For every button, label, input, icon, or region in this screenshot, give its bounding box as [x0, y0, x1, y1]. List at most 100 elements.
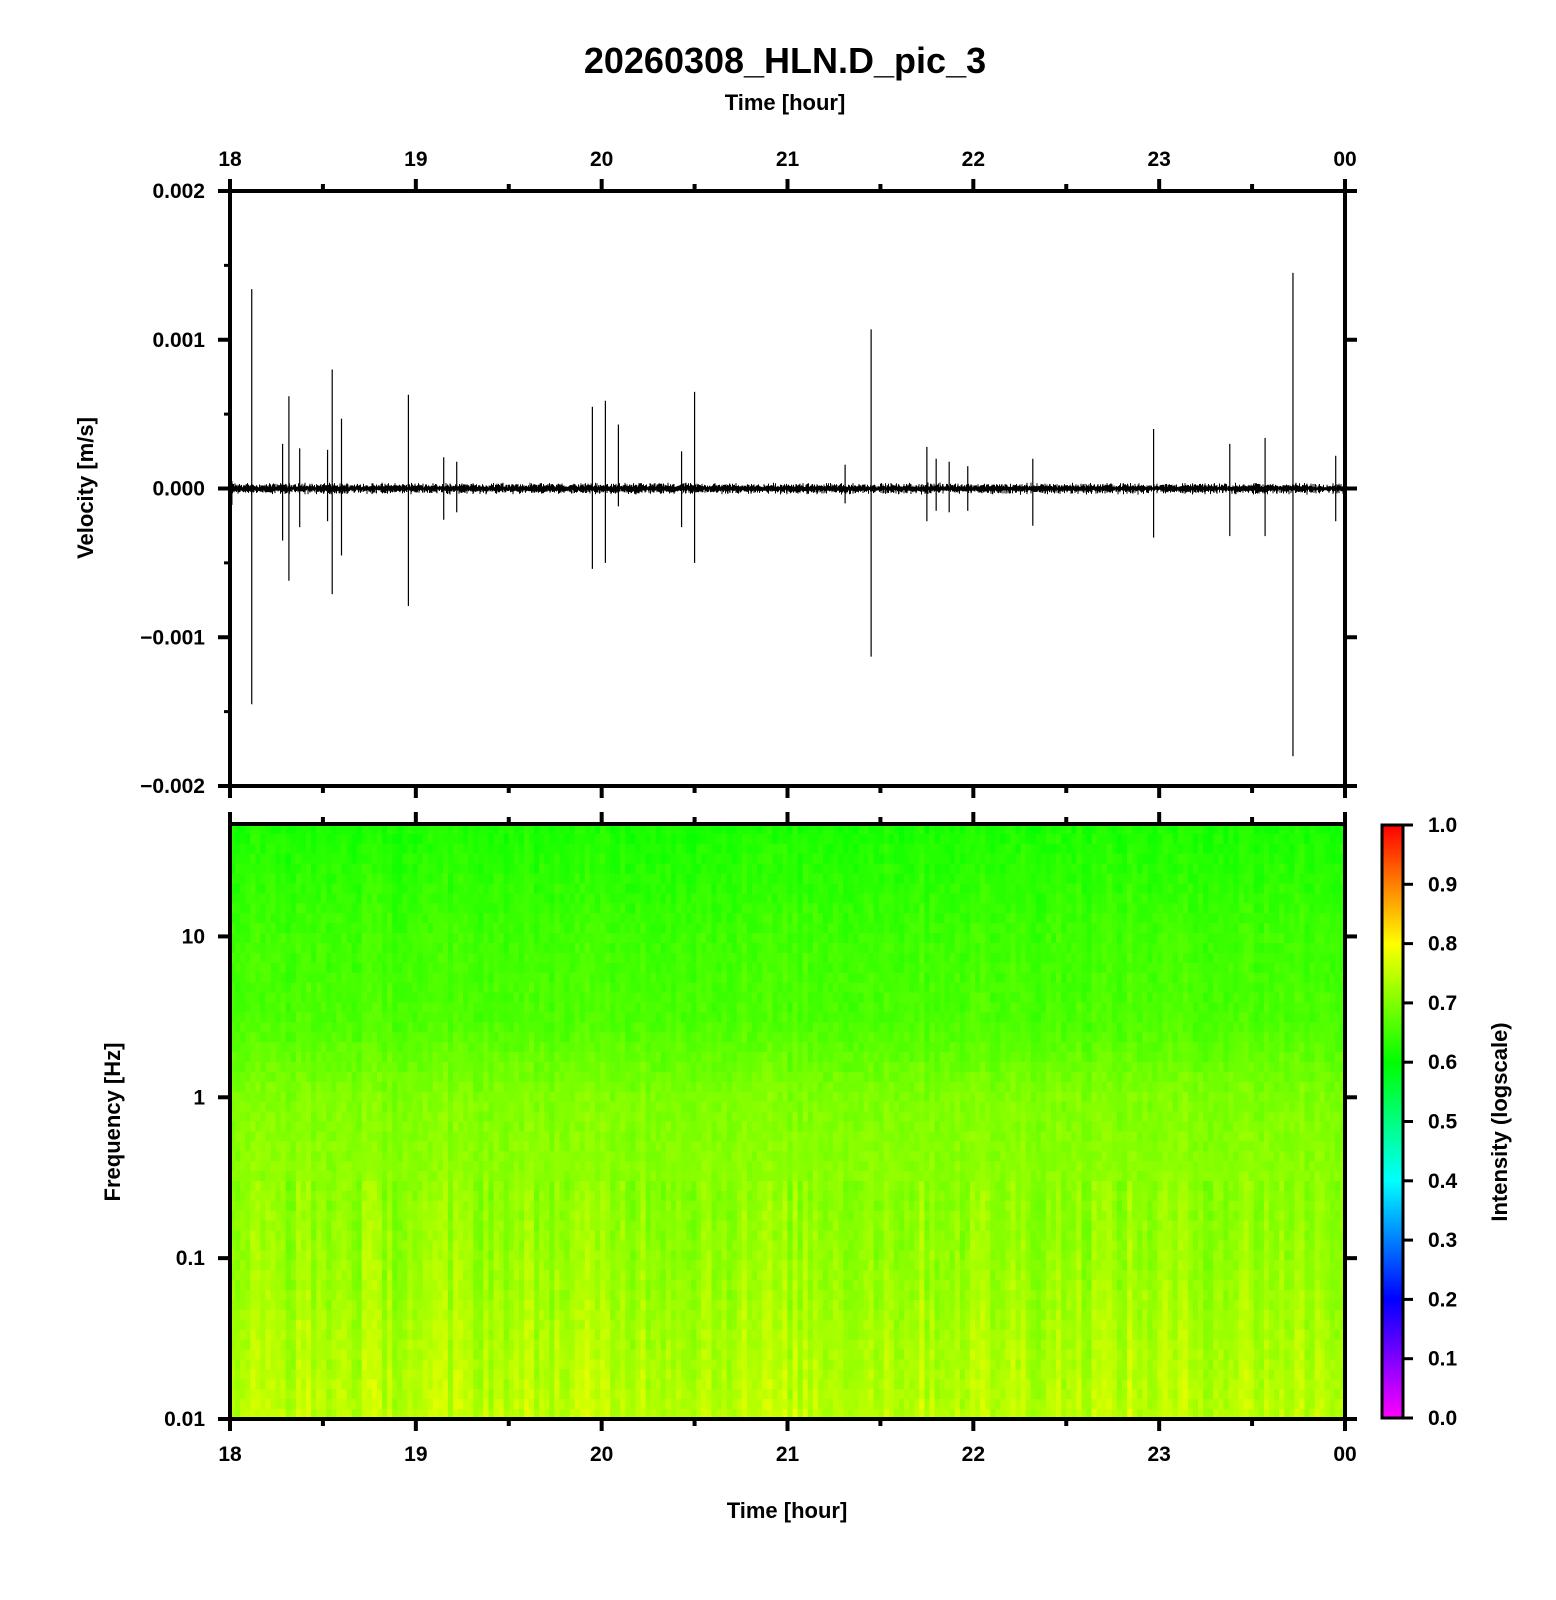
spectrogram-cell: [1334, 903, 1341, 914]
spectrogram-cell: [975, 824, 981, 835]
spectrogram-cell: [959, 992, 966, 1004]
spectrogram-cell: [873, 903, 880, 914]
spectrogram-cell: [1248, 903, 1255, 914]
spectrogram-cell: [1198, 943, 1204, 954]
spectrogram-cell: [255, 883, 262, 895]
spectrogram-cell: [295, 1002, 302, 1014]
spectrogram-cell: [1040, 853, 1047, 865]
spectrogram-cell: [726, 873, 733, 885]
spectrogram-cell: [503, 1042, 510, 1053]
spectrogram-cell: [1142, 972, 1148, 984]
spectrogram-cell: [625, 913, 631, 924]
spectrogram-cell: [331, 992, 338, 1004]
spectrogram-cell: [1314, 992, 1321, 1004]
spectrogram-cell: [686, 982, 692, 994]
spectrogram-cell: [691, 952, 697, 964]
spectrogram-cell: [944, 873, 951, 885]
spectrogram-cell: [392, 982, 398, 994]
spectrogram-cell: [706, 893, 713, 904]
spectrogram-cell: [1111, 1002, 1118, 1014]
spectrogram-cell: [270, 1022, 277, 1033]
spectrogram-cell: [442, 913, 449, 924]
spectrogram-cell: [574, 1002, 581, 1014]
spectrogram-cell: [1339, 843, 1346, 855]
spectrogram-cell: [640, 853, 647, 865]
spectrogram-cell: [397, 992, 403, 1004]
spectrogram-cell: [848, 1032, 854, 1043]
spectrogram-cell: [620, 982, 626, 994]
spectrogram-cell: [812, 843, 819, 855]
spectrogram-cell: [645, 1022, 652, 1033]
spectrogram-cell: [949, 863, 956, 875]
spectrogram-cell: [853, 843, 860, 855]
spectrogram-cell: [762, 824, 768, 835]
spectrogram-cell: [579, 863, 586, 875]
spectrogram-cell: [432, 992, 439, 1004]
spectrogram-cell: [899, 1022, 905, 1033]
spectrogram-cell: [265, 962, 272, 974]
spectrogram-cell: [503, 992, 510, 1004]
spectrogram-cell: [442, 962, 449, 974]
spectrogram-cell: [939, 923, 946, 934]
spectrogram-cell: [1304, 913, 1311, 924]
spectrogram-cell: [691, 923, 697, 934]
spectrogram-cell: [878, 962, 885, 974]
spectrogram-cell: [873, 853, 880, 865]
spectrogram-cell: [275, 893, 282, 904]
spectrogram-cell: [549, 943, 555, 954]
spectrogram-cell: [270, 1032, 277, 1043]
spectrogram-cell: [508, 1042, 515, 1053]
spectrogram-cell: [721, 833, 728, 845]
spectrogram-cell: [914, 833, 920, 845]
spectrogram-cell: [250, 863, 256, 875]
spectrogram-cell: [726, 883, 733, 895]
spectrogram-cell: [478, 1022, 485, 1033]
spectrogram-cell: [503, 923, 510, 934]
spectrogram-cell: [422, 903, 429, 914]
spectrogram-cell: [828, 843, 834, 855]
spectrogram-cell: [635, 972, 642, 984]
spectrogram-cell: [488, 952, 495, 964]
spectrogram-cell: [346, 972, 353, 984]
spectrogram-cell: [1035, 883, 1042, 895]
spectrogram-cell: [625, 943, 631, 954]
spectrogram-cell: [1172, 1002, 1179, 1014]
spectrogram-cell: [1198, 952, 1204, 964]
spectrogram-cell: [1223, 913, 1230, 924]
spectrogram-cell: [1218, 982, 1224, 994]
spectrogram-cell: [640, 883, 647, 895]
spectrogram-cell: [336, 863, 343, 875]
spectrogram-cell: [306, 913, 312, 924]
spectrogram-cell: [1061, 962, 1067, 974]
spectrogram-cell: [1122, 933, 1128, 944]
spectrogram-cell: [1137, 1012, 1143, 1023]
spectrogram-cell: [290, 982, 297, 994]
spectrogram-cell: [1248, 923, 1255, 934]
spectrogram-cell: [660, 982, 667, 994]
spectrogram-cell: [290, 972, 297, 984]
spectrogram-cell: [290, 833, 297, 845]
spectrogram-cell: [1081, 873, 1088, 885]
spectrogram-cell: [620, 853, 626, 865]
spectrogram-cell: [488, 992, 495, 1004]
spectrogram-cell: [1274, 992, 1280, 1004]
spectrogram-cell: [1000, 863, 1007, 875]
spectrogram-cell: [1213, 863, 1219, 875]
spectrogram-cell: [1051, 972, 1057, 984]
spectrogram-cell: [782, 962, 789, 974]
spectrogram-cell: [1101, 962, 1108, 974]
spectrogram-cell: [635, 843, 642, 855]
spectrogram-cell: [929, 853, 936, 865]
spectrogram-cell: [691, 843, 697, 855]
spectrogram-cell: [1056, 903, 1062, 914]
spectrogram-cell: [721, 1022, 728, 1033]
spectrogram-cell: [691, 873, 697, 885]
spectrogram-cell: [1066, 962, 1072, 974]
spectrogram-cell: [589, 952, 596, 964]
spectrogram-cell: [1061, 982, 1067, 994]
spectrogram-cell: [1142, 903, 1148, 914]
spectrogram-cell: [1045, 824, 1052, 835]
spectrogram-cell: [554, 923, 561, 934]
spectrogram-cell: [503, 962, 510, 974]
spectrogram-cell: [1066, 1032, 1072, 1043]
